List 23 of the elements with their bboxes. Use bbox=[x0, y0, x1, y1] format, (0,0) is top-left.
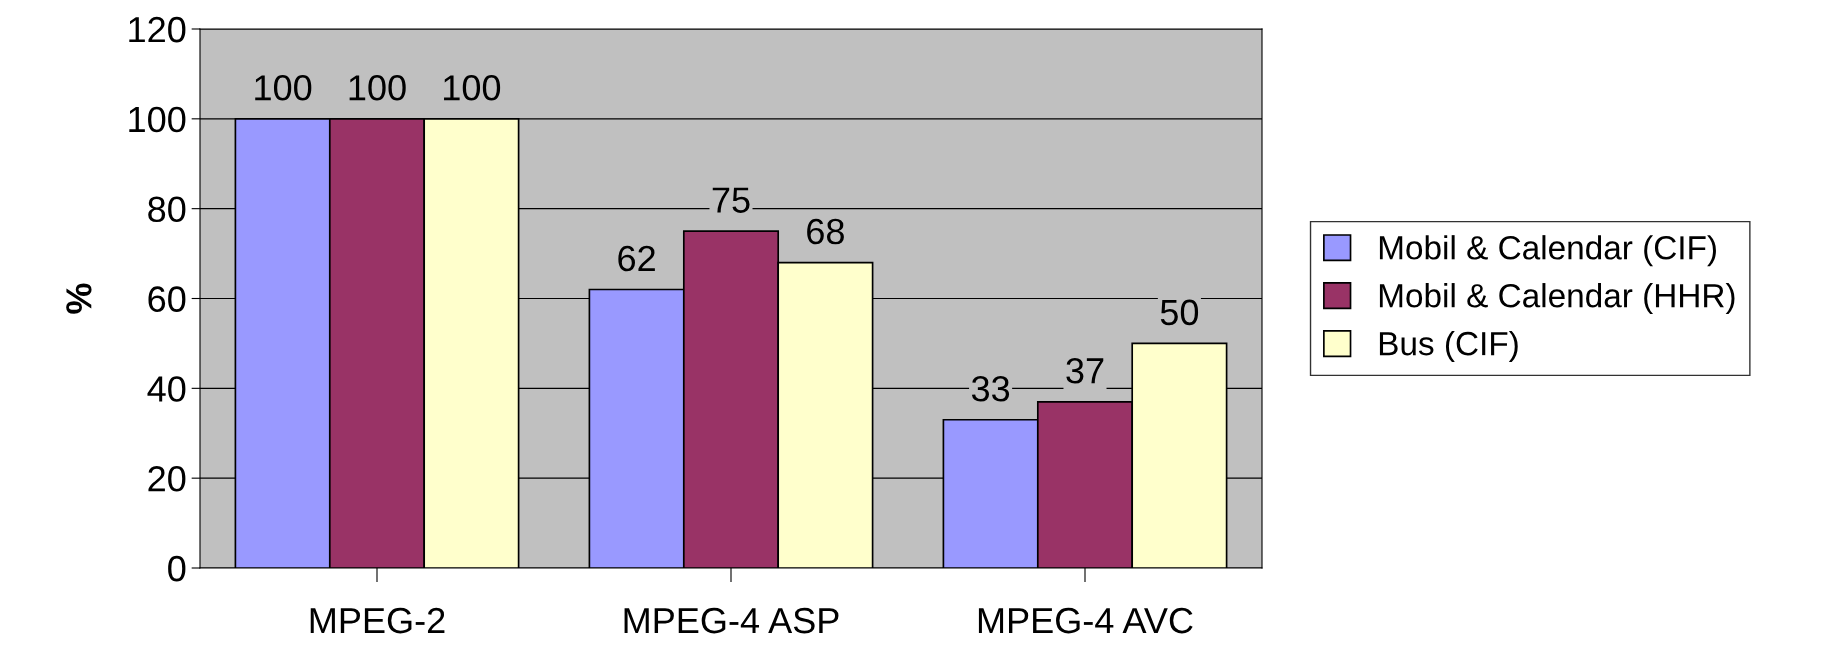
y-tick-label: 20 bbox=[148, 466, 186, 492]
data-label: 75 bbox=[712, 187, 750, 213]
legend-label: Mobil & Calendar (CIF) bbox=[1379, 235, 1716, 267]
y-tick-label: 60 bbox=[148, 286, 186, 312]
data-label: 33 bbox=[971, 375, 1010, 402]
legend-label: Bus (CIF) bbox=[1379, 330, 1518, 363]
data-label: 50 bbox=[1160, 299, 1199, 326]
data-label: 100 bbox=[349, 75, 406, 101]
data-label: 37 bbox=[1066, 357, 1104, 384]
data-label: 62 bbox=[618, 245, 655, 272]
x-tick-label: MPEG-4 AVC bbox=[978, 607, 1193, 634]
y-tick-label: 40 bbox=[147, 376, 186, 402]
data-label: 100 bbox=[255, 75, 312, 101]
y-tick-label: 80 bbox=[148, 196, 186, 223]
y-axis-title: % bbox=[66, 283, 92, 314]
x-tick-label: MPEG-2 bbox=[310, 607, 445, 634]
y-tick-label: 120 bbox=[129, 16, 186, 43]
y-tick-label: 0 bbox=[168, 555, 186, 582]
legend-label: Mobil & Calendar (HHR) bbox=[1379, 283, 1735, 315]
x-tick-label: MPEG-4 ASP bbox=[624, 607, 839, 634]
y-tick-label: 100 bbox=[129, 106, 186, 133]
data-label: 68 bbox=[807, 218, 844, 245]
data-label: 100 bbox=[444, 75, 501, 101]
